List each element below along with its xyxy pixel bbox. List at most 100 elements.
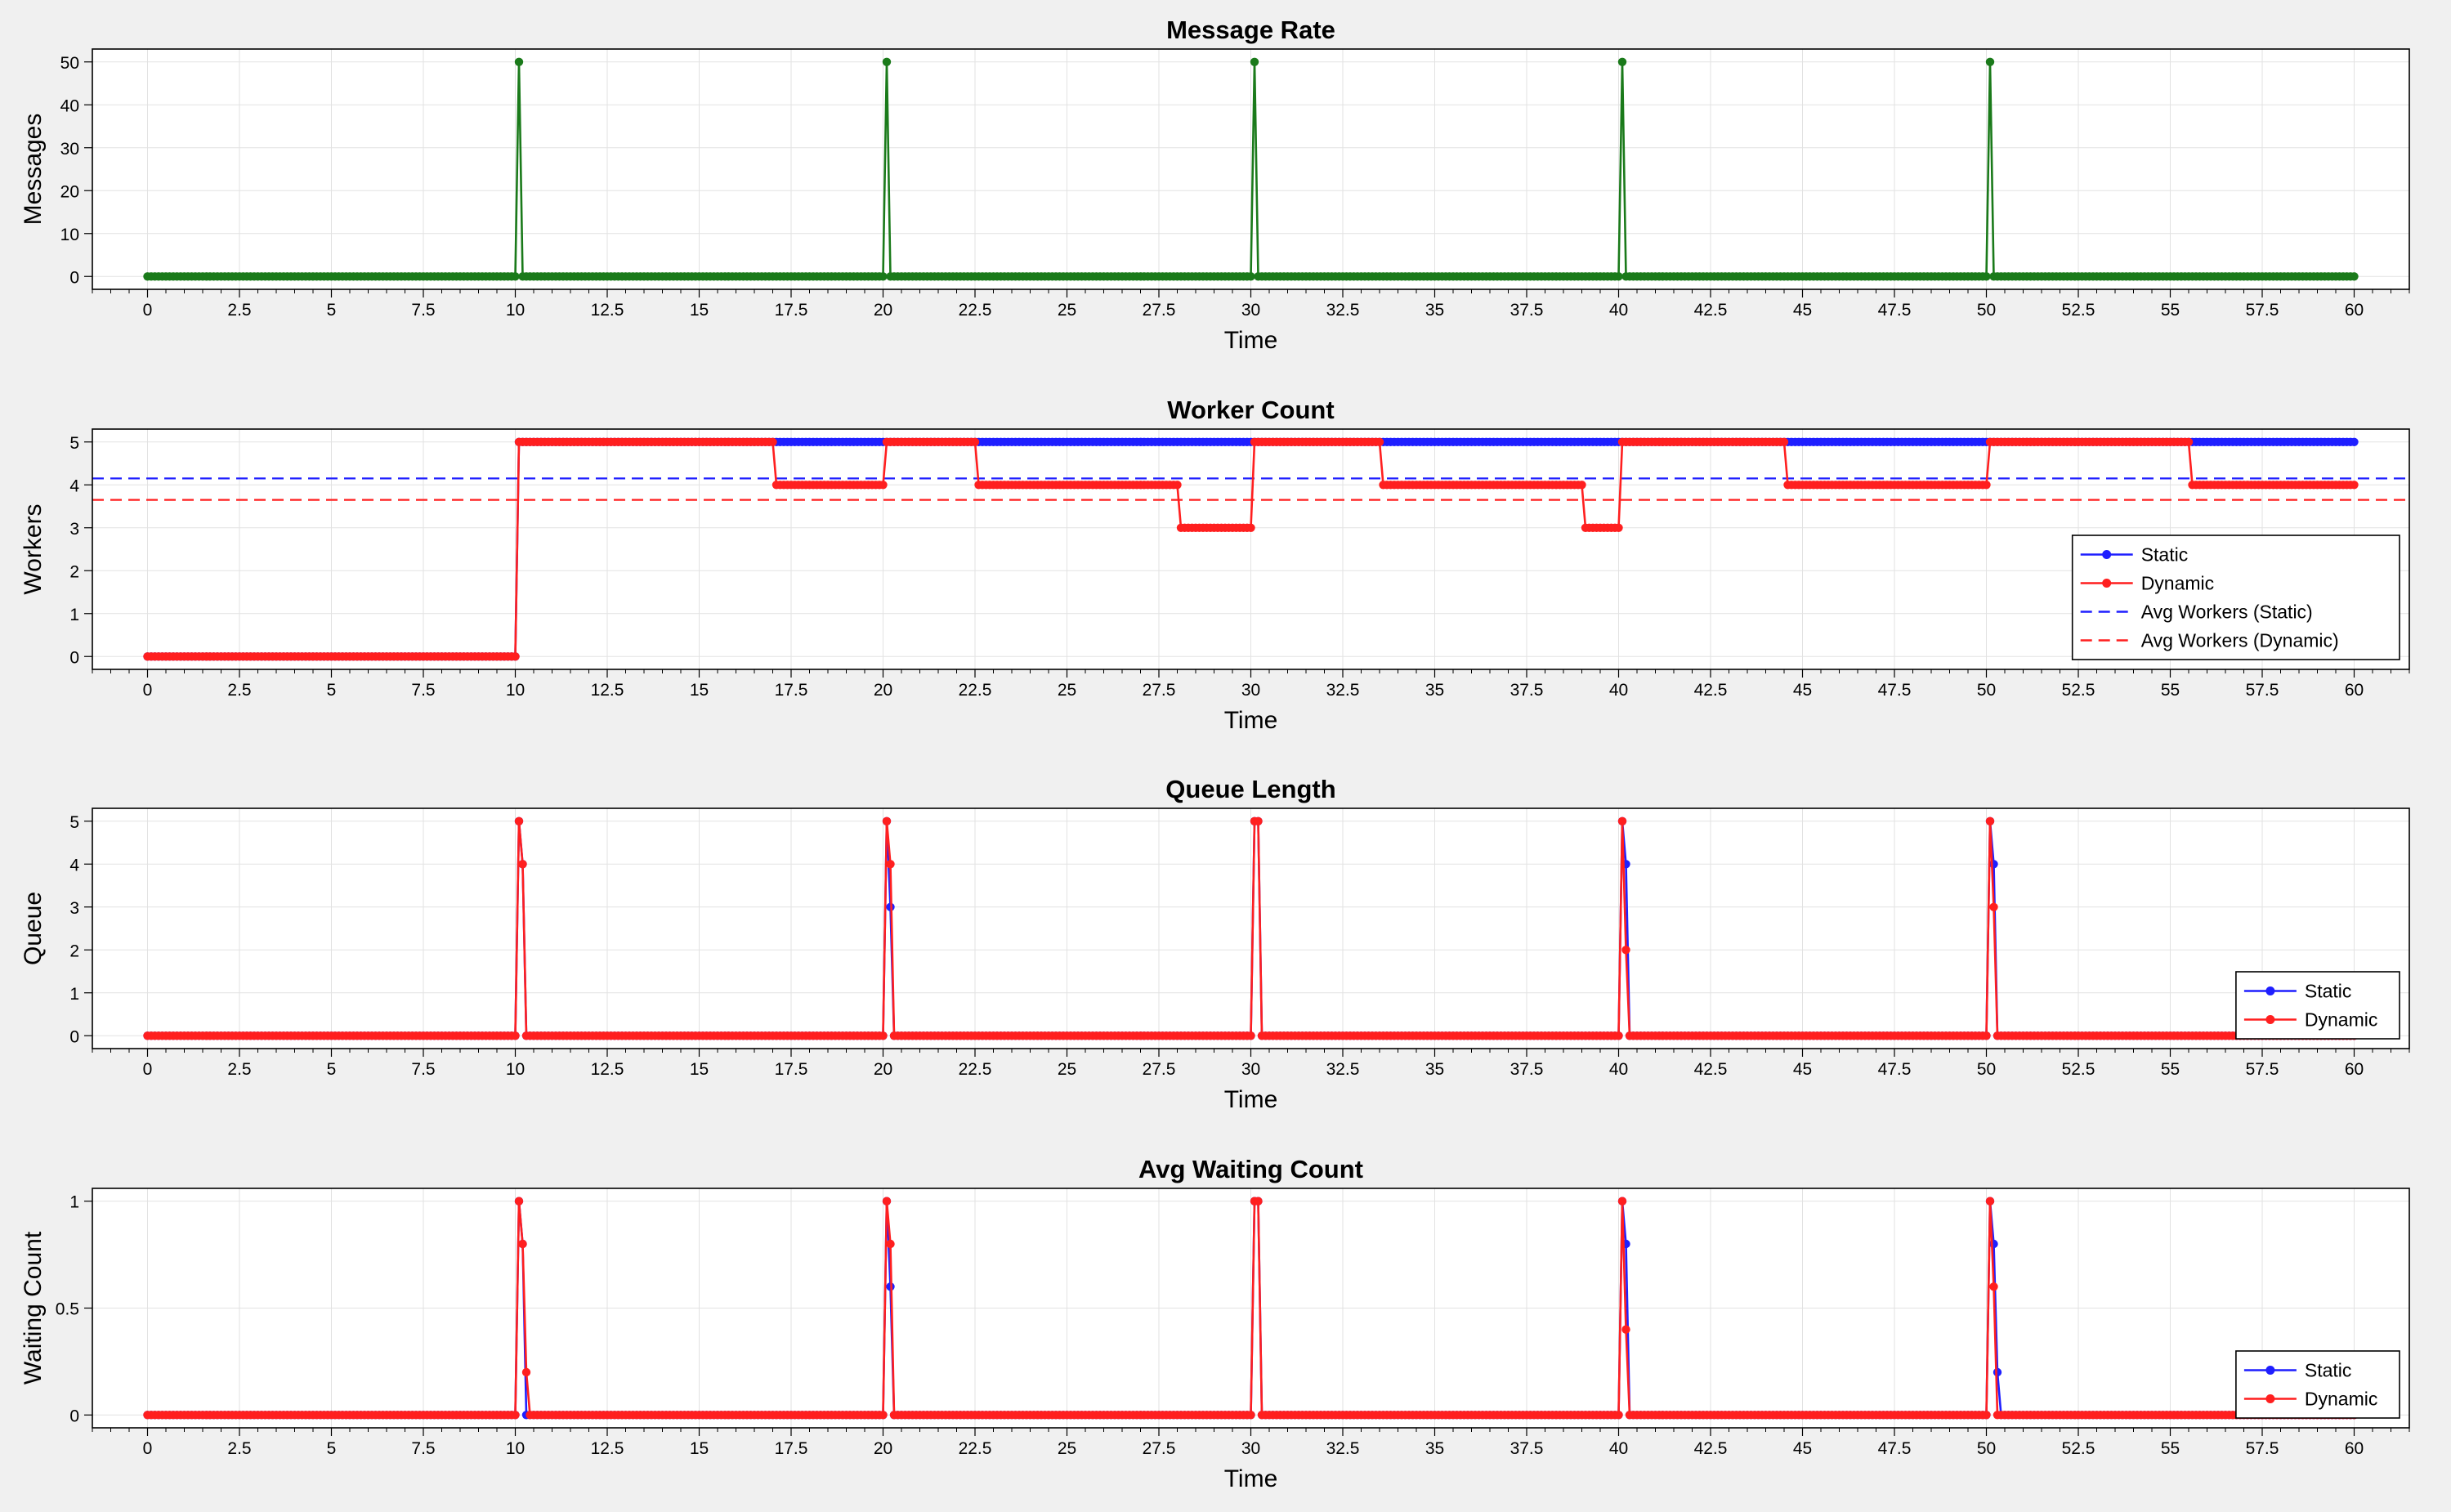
data-point xyxy=(768,438,776,446)
x-tick-label: 45 xyxy=(1793,1060,1812,1079)
x-tick-label: 5 xyxy=(327,1060,337,1079)
x-tick-label: 27.5 xyxy=(1143,681,1176,700)
x-tick-label: 7.5 xyxy=(411,301,435,320)
data-point xyxy=(1986,1197,1994,1206)
x-tick-label: 60 xyxy=(2345,301,2364,320)
data-point xyxy=(883,817,891,825)
x-tick-label: 45 xyxy=(1793,301,1812,320)
data-point xyxy=(1986,817,1994,825)
x-tick-label: 57.5 xyxy=(2246,681,2279,700)
x-tick-label: 25 xyxy=(1058,301,1076,320)
data-point xyxy=(1254,817,1262,825)
x-tick-label: 45 xyxy=(1793,681,1812,700)
x-tick-label: 17.5 xyxy=(775,301,808,320)
x-tick-label: 40 xyxy=(1609,1060,1628,1079)
data-point xyxy=(1982,272,1990,280)
data-point xyxy=(1246,1411,1255,1419)
x-tick-label: 5 xyxy=(327,301,337,320)
data-point xyxy=(511,1411,519,1419)
x-tick-label: 32.5 xyxy=(1326,301,1360,320)
legend-label: Avg Workers (Static) xyxy=(2141,602,2313,623)
x-tick-label: 32.5 xyxy=(1326,1060,1360,1079)
x-tick-label: 20 xyxy=(874,681,892,700)
data-point xyxy=(1993,1368,2002,1376)
y-tick-label: 10 xyxy=(60,226,79,244)
x-tick-label: 27.5 xyxy=(1143,301,1176,320)
legend-label: Dynamic xyxy=(2141,573,2214,594)
x-tick-label: 40 xyxy=(1609,681,1628,700)
x-tick-label: 20 xyxy=(874,301,892,320)
data-point xyxy=(515,1197,523,1206)
data-point xyxy=(879,1411,887,1419)
x-axis-label: Time xyxy=(1224,707,1278,734)
x-tick-label: 37.5 xyxy=(1510,681,1544,700)
data-point xyxy=(1246,1031,1255,1040)
data-point xyxy=(2350,481,2358,489)
data-point xyxy=(886,1240,894,1248)
chart-title: Queue Length xyxy=(1165,775,1335,803)
x-tick-label: 15 xyxy=(690,681,709,700)
x-tick-label: 35 xyxy=(1425,681,1444,700)
x-tick-label: 25 xyxy=(1058,1060,1076,1079)
x-tick-label: 37.5 xyxy=(1510,1060,1544,1079)
y-tick-label: 2 xyxy=(69,562,79,581)
x-tick-label: 15 xyxy=(690,301,709,320)
x-tick-label: 30 xyxy=(1241,681,1260,700)
x-tick-label: 47.5 xyxy=(1878,301,1912,320)
y-tick-label: 20 xyxy=(60,182,79,201)
x-tick-label: 55 xyxy=(2161,301,2180,320)
data-point xyxy=(1254,1197,1262,1206)
x-tick-label: 22.5 xyxy=(959,301,992,320)
data-point xyxy=(1780,438,1788,446)
data-point xyxy=(1614,272,1622,280)
data-point xyxy=(511,272,519,280)
x-tick-label: 42.5 xyxy=(1694,301,1728,320)
y-tick-label: 4 xyxy=(69,856,79,875)
x-tick-label: 12.5 xyxy=(591,681,624,700)
x-tick-label: 0 xyxy=(143,1060,153,1079)
x-tick-label: 50 xyxy=(1977,681,1996,700)
y-tick-label: 3 xyxy=(69,899,79,918)
x-tick-label: 10 xyxy=(506,301,525,320)
data-point xyxy=(1618,817,1626,825)
data-point xyxy=(1614,1031,1622,1040)
x-tick-label: 22.5 xyxy=(959,1060,992,1079)
data-point xyxy=(886,860,894,868)
x-tick-label: 52.5 xyxy=(2062,1060,2095,1079)
x-tick-label: 52.5 xyxy=(2062,301,2095,320)
x-tick-label: 7.5 xyxy=(411,681,435,700)
y-tick-label: 1 xyxy=(69,606,79,624)
data-point xyxy=(1246,272,1255,280)
x-tick-label: 55 xyxy=(2161,681,2180,700)
x-tick-label: 57.5 xyxy=(2246,301,2279,320)
x-tick-label: 20 xyxy=(874,1060,892,1079)
chart-title: Worker Count xyxy=(1167,396,1334,424)
x-tick-label: 47.5 xyxy=(1878,1060,1912,1079)
data-point xyxy=(522,1368,530,1376)
data-point xyxy=(883,1197,891,1206)
data-point xyxy=(879,272,887,280)
data-point xyxy=(515,817,523,825)
x-tick-label: 52.5 xyxy=(2062,681,2095,700)
x-tick-label: 12.5 xyxy=(591,301,624,320)
y-axis-label: Workers xyxy=(20,503,47,594)
x-tick-label: 32.5 xyxy=(1326,681,1360,700)
x-tick-label: 12.5 xyxy=(591,1060,624,1079)
y-tick-label: 50 xyxy=(60,54,79,73)
data-point xyxy=(1577,481,1586,489)
x-tick-label: 0 xyxy=(143,681,153,700)
legend-label: Avg Workers (Dynamic) xyxy=(2141,630,2339,651)
x-tick-label: 2.5 xyxy=(227,681,251,700)
data-point xyxy=(518,1240,526,1248)
legend-swatch-marker xyxy=(2102,550,2111,559)
y-tick-label: 5 xyxy=(69,434,79,453)
data-point xyxy=(511,652,519,660)
x-tick-label: 60 xyxy=(2345,1060,2364,1079)
data-point xyxy=(1618,1197,1626,1206)
legend-label: Static xyxy=(2305,981,2352,1002)
legend-swatch-marker xyxy=(2102,579,2111,588)
